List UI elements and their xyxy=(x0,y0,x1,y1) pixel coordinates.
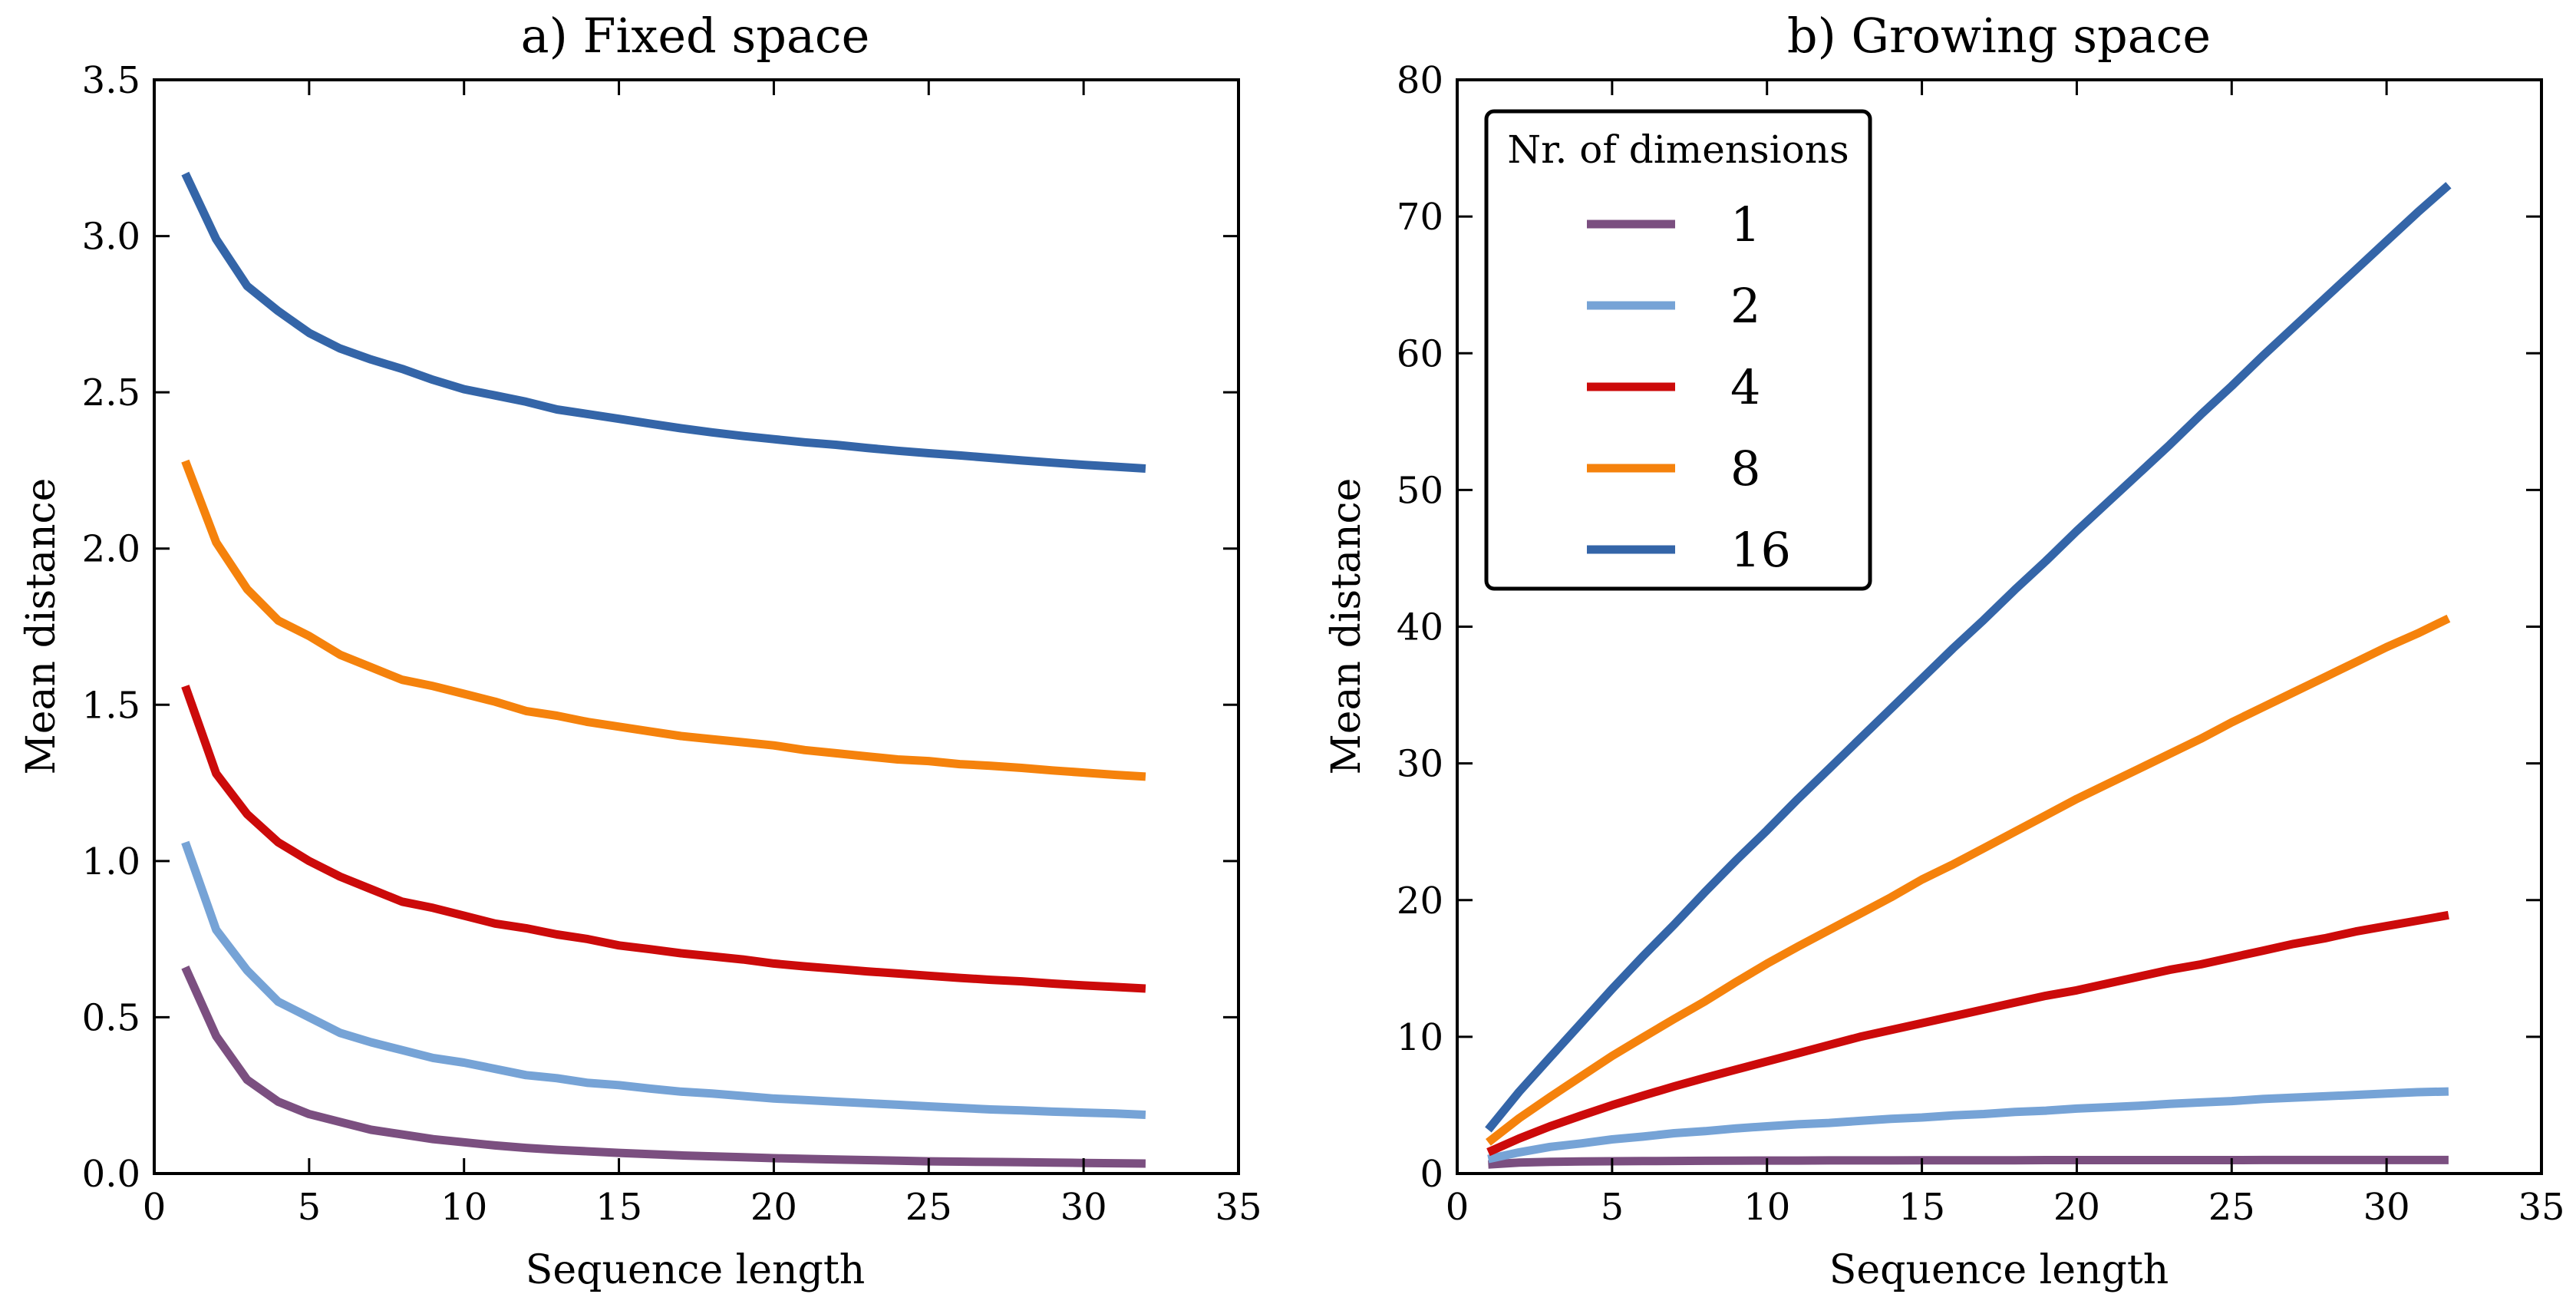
panel-b-series-line-8 xyxy=(1486,614,2451,1146)
legend: Nr. of dimensions 1 2 4 8 16 xyxy=(1484,109,1872,591)
panel-b-y-tick-label: 80 xyxy=(1397,59,1443,102)
panel-b-series-line-4 xyxy=(1486,910,2449,1157)
panel-b-title: b) Growing space xyxy=(1787,8,2211,64)
panel-a-y-tick-label: 1.5 xyxy=(82,684,140,727)
panel-b-series-line-1 xyxy=(1488,1155,2449,1169)
legend-title: Nr. of dimensions xyxy=(1507,127,1849,172)
panel-b-y-tick-label: 0 xyxy=(1420,1153,1443,1196)
panel-b-series-layer xyxy=(1485,182,2452,1169)
panel-a-x-tick-label: 35 xyxy=(1215,1186,1262,1229)
panel-b-x-tick-label: 5 xyxy=(1601,1186,1624,1229)
panel-a-x-tick-label: 30 xyxy=(1060,1186,1107,1229)
panel-a-axes-frame xyxy=(153,78,1240,1175)
panel-b-y-axis-label: Mean distance xyxy=(1324,478,1370,775)
panel-a-x-tick-label: 20 xyxy=(750,1186,797,1229)
panel-a-y-tick-label: 3.0 xyxy=(82,216,140,259)
legend-box xyxy=(1484,109,1872,591)
panel-b-x-axis-label: Sequence length xyxy=(1829,1247,2169,1293)
panel-a-x-tick-label: 25 xyxy=(905,1186,952,1229)
panel-b-x-tick-label: 10 xyxy=(1743,1186,1790,1229)
panel-a-y-tick-label: 0.0 xyxy=(82,1153,140,1196)
panel-a-x-tick-label: 0 xyxy=(143,1186,167,1229)
legend-label-16: 16 xyxy=(1730,522,1791,578)
panel-a-y-tick-label: 1.0 xyxy=(82,840,140,883)
panel-a-ticks: 0 5 10 15 20 25 30 35 0.0 0.5 1.0 1.5 2.0 2.5 3.0 3.5 xyxy=(82,59,1262,1229)
panel-b-growing-space: b) Growing space 0 5 10 15 20 25 30 35 0 10 20 30 40… xyxy=(1324,8,2565,1293)
panel-a-series-line-16 xyxy=(181,171,1146,473)
legend-label-1: 1 xyxy=(1730,196,1760,253)
panel-a-series-line-2 xyxy=(181,840,1146,1119)
panel-a-series-layer xyxy=(181,171,1146,1168)
panel-a-y-tick-label: 2.0 xyxy=(82,528,140,571)
panel-a-series-line-4 xyxy=(181,685,1146,993)
panel-a-x-tick-label: 15 xyxy=(595,1186,642,1229)
panel-b-y-tick-label: 40 xyxy=(1397,606,1443,649)
panel-b-x-tick-label: 15 xyxy=(1898,1186,1945,1229)
panel-a-series-line-8 xyxy=(181,459,1146,781)
panel-b-x-tick-label: 30 xyxy=(2363,1186,2410,1229)
panel-a-y-axis-label: Mean distance xyxy=(18,478,64,775)
legend-label-2: 2 xyxy=(1730,278,1760,334)
panel-a-x-axis-label: Sequence length xyxy=(526,1247,865,1293)
panel-b-y-tick-label: 60 xyxy=(1397,332,1443,375)
panel-a-fixed-space: a) Fixed space 0 5 10 15 20 25 30 35 0.0 0.5 1.0 1.… xyxy=(18,8,1262,1293)
panel-b-y-tick-label: 50 xyxy=(1397,469,1443,512)
panel-b-series-line-16 xyxy=(1485,182,2452,1133)
panel-b-series-line-2 xyxy=(1487,1087,2449,1164)
legend-items: 1 2 4 8 16 xyxy=(1587,196,1791,578)
panel-b-ticks: 0 5 10 15 20 25 30 35 0 10 20 30 40 50 60 70 80 xyxy=(1397,59,2565,1229)
panel-b-x-tick-label: 25 xyxy=(2208,1186,2255,1229)
panel-b-x-tick-label: 35 xyxy=(2518,1186,2564,1229)
panel-a-y-tick-label: 2.5 xyxy=(82,371,140,414)
panel-a-y-tick-label: 3.5 xyxy=(82,59,140,102)
panel-b-y-tick-label: 30 xyxy=(1397,743,1443,786)
panel-b-x-tick-label: 0 xyxy=(1446,1186,1469,1229)
panel-a-series-line-1 xyxy=(181,966,1146,1168)
legend-label-8: 8 xyxy=(1730,441,1760,497)
legend-label-4: 4 xyxy=(1730,359,1760,415)
panel-b-y-tick-label: 70 xyxy=(1397,196,1443,239)
panel-a-x-tick-label: 10 xyxy=(440,1186,487,1229)
panel-b-y-tick-label: 10 xyxy=(1397,1016,1443,1059)
panel-b-y-tick-label: 20 xyxy=(1397,880,1443,923)
panel-a-title: a) Fixed space xyxy=(521,8,870,64)
panel-a-y-tick-label: 0.5 xyxy=(82,996,140,1039)
panel-b-x-tick-label: 20 xyxy=(2053,1186,2100,1229)
panel-a-x-tick-label: 5 xyxy=(298,1186,322,1229)
